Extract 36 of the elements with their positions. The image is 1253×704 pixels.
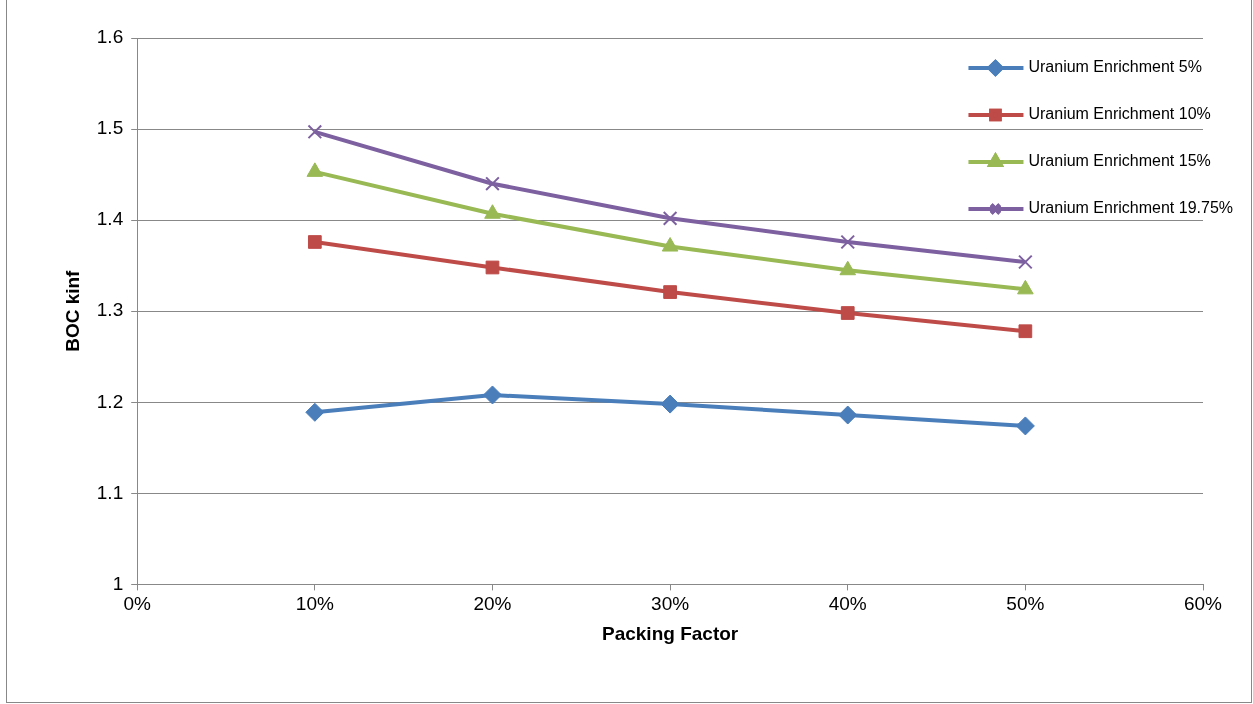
x-tick-label: 10% — [295, 593, 334, 615]
legend-label: Uranium Enrichment 5% — [1028, 58, 1202, 76]
point — [1018, 254, 1033, 270]
point — [838, 405, 858, 425]
point — [662, 210, 678, 226]
y-tick-label: 1.4 — [96, 208, 124, 230]
x-tick-label: 50% — [1006, 593, 1045, 615]
legend-label: Uranium Enrichment 15% — [1028, 152, 1211, 170]
point — [1018, 324, 1033, 339]
legend-label: Uranium Enrichment 19.75% — [1028, 199, 1234, 217]
point — [663, 285, 677, 299]
x-tick-label: 20% — [473, 593, 512, 615]
point — [1015, 416, 1035, 436]
point — [485, 176, 500, 192]
point — [660, 394, 680, 414]
point — [307, 124, 323, 140]
point — [485, 260, 500, 275]
y-tick-label: 1.3 — [96, 299, 124, 321]
y-tick-label: 1.1 — [96, 481, 124, 503]
x-tick-label: 0% — [123, 593, 152, 615]
x-tick-label: 60% — [1183, 593, 1223, 615]
legend-label: Uranium Enrichment 10% — [1028, 105, 1211, 123]
y-axis-title: BOC kinf — [61, 269, 83, 352]
x-tick-label: 30% — [651, 593, 690, 615]
y-tick-label: 1 — [112, 572, 124, 594]
point — [305, 402, 325, 422]
point — [307, 235, 322, 249]
point — [840, 234, 856, 250]
y-tick-label: 1.2 — [96, 390, 124, 412]
point — [661, 237, 679, 252]
y-tick-label: 1.5 — [96, 117, 124, 139]
point — [482, 385, 502, 405]
x-axis-title: Packing Factor — [602, 622, 739, 644]
x-tick-label: 40% — [828, 593, 867, 615]
point — [840, 306, 855, 320]
y-tick-label: 1.6 — [96, 26, 124, 48]
